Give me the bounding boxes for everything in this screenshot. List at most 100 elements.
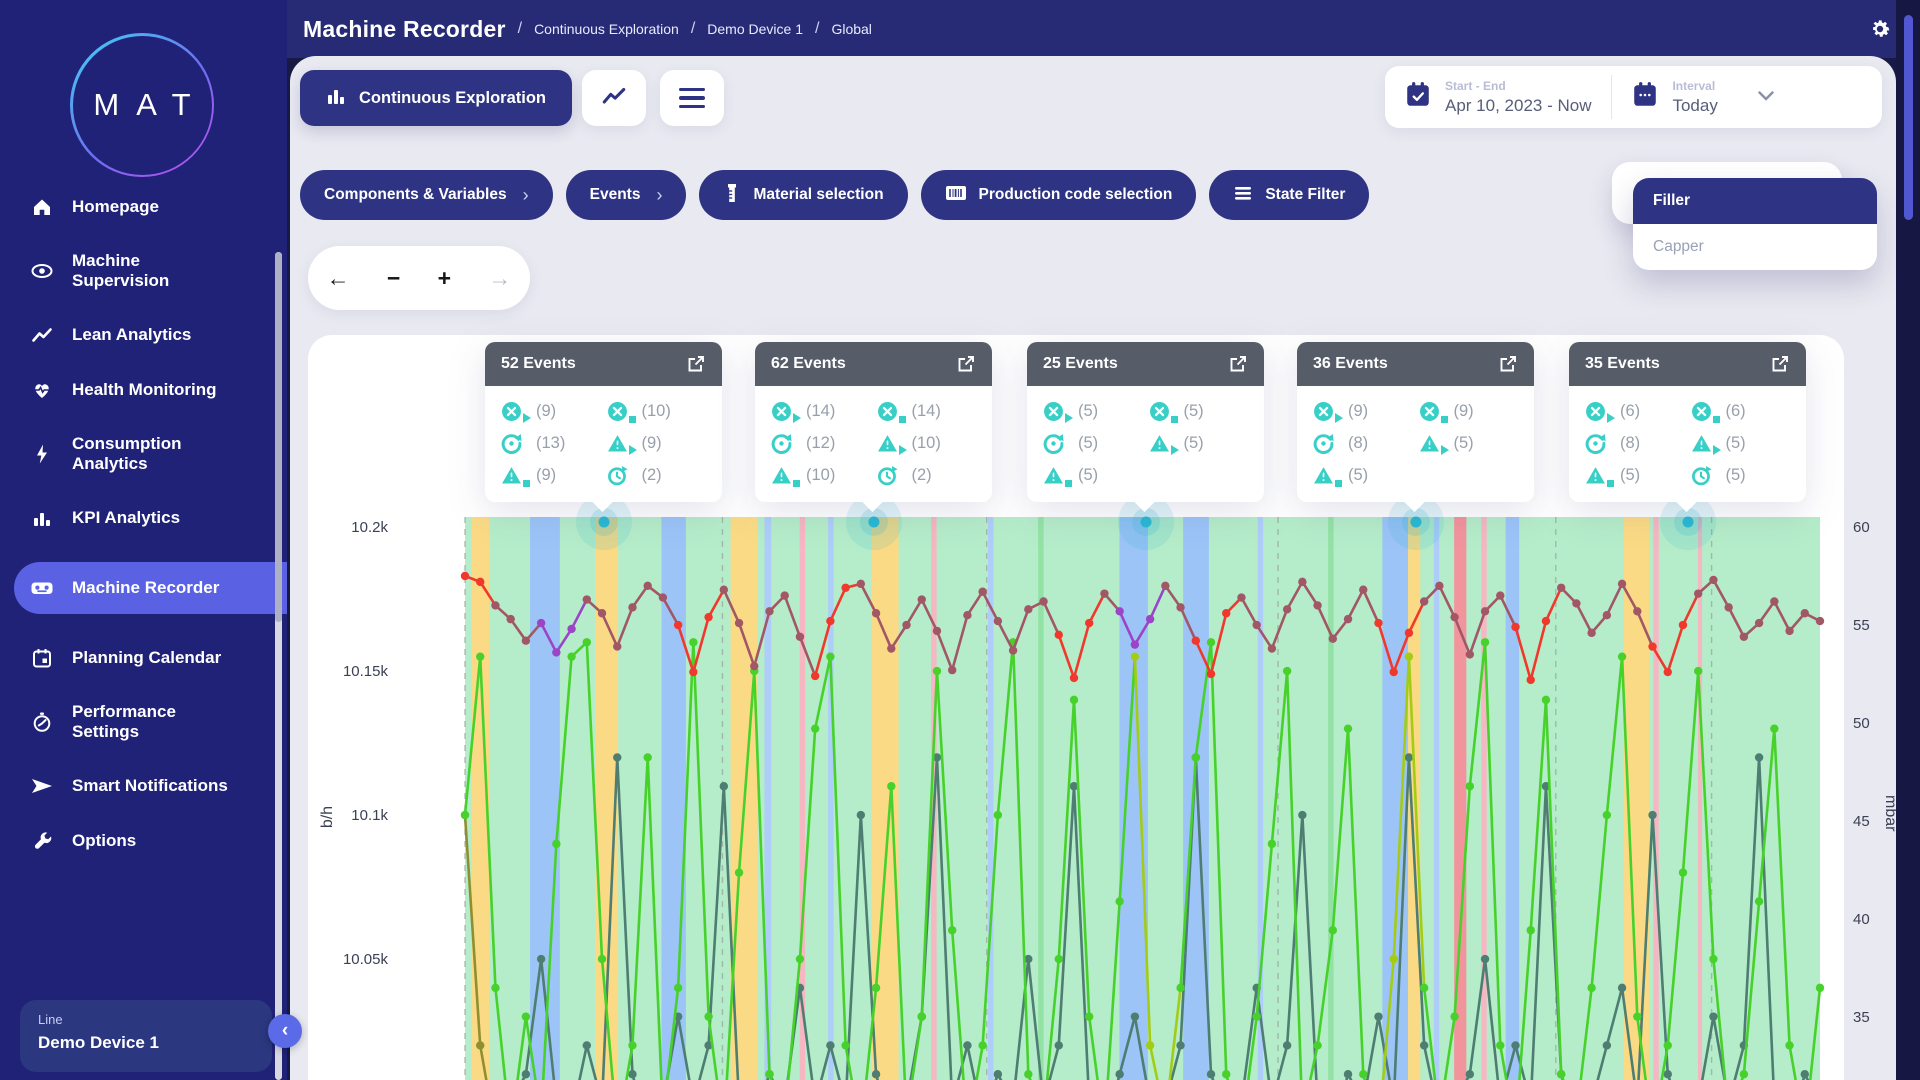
device-name: Demo Device 1 — [38, 1033, 159, 1052]
timeseries-chart[interactable]: 10.2k10.15k10.1k10.05k10k605550454035b/h… — [310, 494, 1899, 1080]
event-type-warning-play: (5) — [1149, 430, 1255, 456]
square-badge-icon — [1607, 480, 1616, 487]
event-card-title: 35 Events — [1585, 355, 1660, 372]
play-badge-icon — [1170, 445, 1180, 455]
settings-gear-icon[interactable] — [1866, 15, 1894, 43]
sidebar-item-smart-notifications[interactable]: Smart Notifications — [0, 775, 287, 797]
chevron-right-icon: › — [522, 184, 529, 205]
svg-text:55: 55 — [1853, 617, 1870, 634]
event-count: (5) — [1348, 465, 1369, 484]
play-badge-icon — [1335, 413, 1344, 423]
square-badge-icon — [793, 480, 802, 487]
dropdown-option-filler[interactable]: Filler — [1633, 178, 1877, 224]
event-type-cancel-play: (5) — [1043, 398, 1149, 424]
play-badge-icon — [523, 413, 532, 423]
external-link-icon[interactable] — [1770, 354, 1790, 374]
production-code-selection-button[interactable]: Production code selection — [920, 170, 1197, 220]
event-count: (5) — [1620, 465, 1641, 484]
svg-text:10.2k: 10.2k — [351, 519, 388, 536]
line-chart-view-button[interactable] — [582, 70, 646, 126]
undo-icon — [501, 433, 522, 454]
page-scrollbar-thumb[interactable] — [1904, 15, 1913, 220]
external-link-icon[interactable] — [1228, 354, 1248, 374]
event-type-cancel-play: (9) — [1313, 398, 1419, 424]
device-card[interactable]: Line Demo Device 1 — [20, 1000, 272, 1072]
sidebar-item-performance-settings[interactable]: Performance Settings — [0, 702, 287, 742]
breadcrumb-item-global[interactable]: Global — [831, 21, 872, 37]
event-type-undo: (5) — [1043, 430, 1149, 456]
event-count: (9) — [536, 401, 557, 420]
heart-pulse-icon — [30, 379, 54, 401]
pan-back-button[interactable]: ← — [326, 264, 350, 291]
send-icon — [30, 775, 54, 797]
calendar-check-icon — [1405, 81, 1431, 114]
event-type-cancel-square: (10) — [607, 398, 713, 424]
sidebar-nav: Homepage Machine Supervision Lean Analyt… — [0, 196, 287, 852]
state-filter-button[interactable]: State Filter — [1209, 170, 1370, 220]
mat-logo: MAT — [70, 33, 214, 177]
event-count: (5) — [1183, 401, 1204, 420]
event-count: (12) — [806, 433, 836, 452]
cancel-icon — [607, 401, 628, 422]
event-card-5: 35 Events (6) (8) (5) (6) (5) (5) — [1569, 342, 1806, 513]
zoom-in-button[interactable]: + — [437, 264, 452, 291]
gauge-icon — [30, 711, 54, 733]
event-count: (5) — [1453, 433, 1474, 452]
event-count: (6) — [1725, 401, 1746, 420]
trend-icon — [30, 324, 54, 346]
sidebar-collapse-button[interactable]: ‹ — [268, 1014, 302, 1048]
sidebar-item-kpi-analytics[interactable]: KPI Analytics — [0, 507, 287, 529]
event-count: (9) — [536, 465, 557, 484]
sidebar-item-lean-analytics[interactable]: Lean Analytics — [0, 324, 287, 346]
components-variables-button[interactable]: Components & Variables › — [300, 170, 553, 220]
cancel-icon — [1149, 401, 1170, 422]
sidebar-item-consumption-analytics[interactable]: Consumption Analytics — [0, 434, 287, 474]
sidebar-item-planning-calendar[interactable]: Planning Calendar — [0, 647, 287, 669]
warning-icon — [1691, 433, 1712, 454]
wrench-icon — [30, 830, 54, 852]
clock-icon — [877, 465, 898, 486]
warning-icon — [501, 465, 522, 486]
trend-icon — [601, 84, 627, 113]
event-type-warning-square: (10) — [771, 462, 877, 488]
svg-text:10.15k: 10.15k — [343, 663, 389, 680]
cancel-icon — [771, 401, 792, 422]
sidebar-item-health-monitoring[interactable]: Health Monitoring — [0, 379, 287, 401]
event-count: (9) — [1453, 401, 1474, 420]
event-count: (2) — [641, 465, 662, 484]
zoom-out-button[interactable]: − — [386, 264, 401, 291]
list-view-button[interactable] — [660, 70, 724, 126]
pan-forward-button[interactable]: → — [488, 264, 512, 291]
dropdown-option-capper[interactable]: Capper — [1653, 238, 1704, 255]
interval-value: Today — [1672, 95, 1718, 115]
event-card-title: 25 Events — [1043, 355, 1118, 372]
sidebar-item-homepage[interactable]: Homepage — [0, 196, 287, 218]
chart-navigation-controls: ← − + → — [308, 246, 530, 310]
sidebar-item-machine-supervision[interactable]: Machine Supervision — [0, 251, 287, 291]
sidebar-scrollbar-thumb[interactable] — [275, 252, 282, 622]
svg-text:50: 50 — [1853, 715, 1870, 732]
square-badge-icon — [1335, 480, 1344, 487]
event-count: (2) — [911, 465, 932, 484]
chevron-right-icon: › — [656, 184, 663, 205]
event-card-title: 52 Events — [501, 355, 576, 372]
date-range-label: Start - End — [1445, 78, 1506, 93]
date-range-picker[interactable]: Start - End Apr 10, 2023 - Now — [1385, 79, 1611, 116]
play-badge-icon — [793, 413, 802, 423]
event-count: (5) — [1078, 401, 1099, 420]
sidebar-item-options[interactable]: Options — [0, 830, 287, 852]
external-link-icon[interactable] — [686, 354, 706, 374]
breadcrumb-item-device[interactable]: Demo Device 1 — [707, 21, 803, 37]
sidebar-item-machine-recorder[interactable]: Machine Recorder — [14, 562, 287, 615]
event-type-cancel-play: (9) — [501, 398, 607, 424]
clock-icon — [607, 465, 628, 486]
material-selection-button[interactable]: Material selection — [699, 170, 908, 220]
external-link-icon[interactable] — [956, 354, 976, 374]
external-link-icon[interactable] — [1498, 354, 1518, 374]
event-type-warning-play: (10) — [877, 430, 983, 456]
events-button[interactable]: Events › — [565, 170, 687, 220]
menu-icon — [679, 87, 705, 109]
breadcrumb-item-exploration[interactable]: Continuous Exploration — [534, 21, 679, 37]
interval-picker[interactable]: Interval Today — [1612, 79, 1793, 116]
continuous-exploration-tab[interactable]: Continuous Exploration — [300, 70, 572, 126]
